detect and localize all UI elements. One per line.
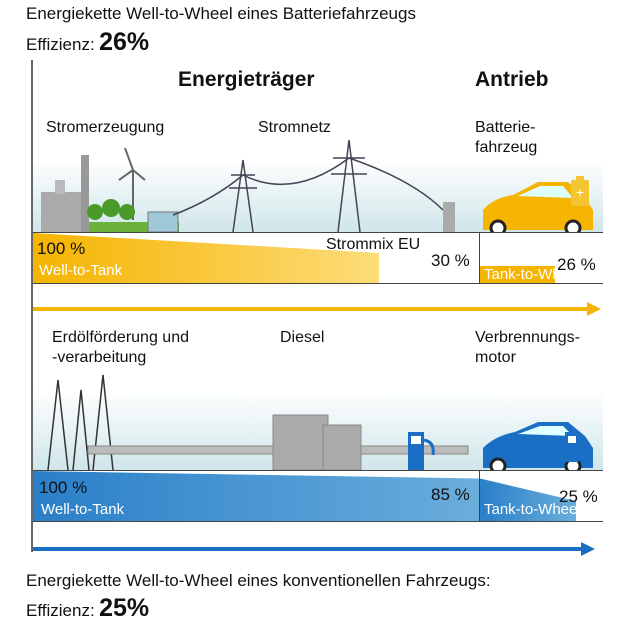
- battery-arrow: [33, 302, 601, 316]
- ttw-pct: 25 %: [559, 487, 598, 506]
- refinery-tanks-icon: [272, 414, 362, 470]
- wtt-pct: 85 %: [431, 485, 470, 504]
- power-plant-icon: [41, 155, 89, 232]
- label-grid: Stromnetz: [258, 119, 331, 136]
- header-drive: Antrieb: [475, 68, 549, 91]
- yellow-car-icon: [483, 182, 593, 232]
- divider: [479, 470, 480, 521]
- label-diesel: Diesel: [280, 329, 325, 346]
- efficiency-value: 25%: [99, 594, 150, 622]
- conventional-wtt-bar: [33, 471, 479, 521]
- efficiency-label: Effizienz:: [26, 601, 95, 620]
- ttw-label: Tank-to-Wheel: [484, 266, 555, 283]
- top-efficiency: Effizienz: 26%: [26, 28, 149, 57]
- top-title: Energiekette Well-to-Wheel eines Batteri…: [26, 4, 416, 23]
- divider: [479, 232, 480, 283]
- battery-ttw-bar: Tank-to-Wheel: [480, 266, 555, 283]
- battery-scene: +: [33, 140, 603, 232]
- bottom-title: Energiekette Well-to-Wheel eines konvent…: [26, 571, 491, 590]
- start-pct: 100 %: [37, 239, 86, 258]
- wtt-label: Well-to-Tank: [39, 262, 123, 279]
- start-pct: 100 %: [39, 478, 88, 497]
- battery-icon: +: [571, 176, 589, 206]
- ttw-pct: 26 %: [557, 255, 596, 274]
- label-oil-production: Erdölförderung und -verarbeitung: [52, 329, 189, 366]
- fuel-pump-icon: [408, 432, 435, 470]
- battery-bar-row: Tank-to-Wheel 100 % Well-to-Tank Strommi…: [33, 232, 603, 284]
- conventional-scene: [33, 374, 603, 470]
- bottom-efficiency: Effizienz: 25%: [26, 594, 149, 623]
- wtt-label: Well-to-Tank: [41, 501, 125, 518]
- header-energy-carrier: Energieträger: [178, 68, 315, 91]
- mix-label: Strommix EU: [326, 236, 421, 253]
- label-combustion-engine: Verbrennungs- motor: [475, 329, 580, 366]
- svg-text:+: +: [576, 184, 584, 200]
- wtt-pct: 30 %: [431, 251, 470, 270]
- fuel-pump-icon-2: [565, 432, 579, 462]
- conventional-bar-row: Tank-to-Wheel 100 % Well-to-Tank 85 % 25…: [33, 470, 603, 522]
- label-power-generation: Stromerzeugung: [46, 119, 165, 136]
- efficiency-label: Effizienz:: [26, 35, 95, 54]
- pylon-icon: [172, 140, 444, 232]
- conventional-arrow: [33, 542, 595, 556]
- axis-line: [31, 60, 33, 552]
- trees-icon: [87, 199, 179, 232]
- ttw-label: Tank-to-Wheel: [484, 501, 576, 518]
- oil-derrick-icon: [47, 374, 114, 470]
- label-battery-vehicle: Batterie- fahrzeug: [475, 119, 538, 156]
- efficiency-value: 26%: [99, 28, 150, 56]
